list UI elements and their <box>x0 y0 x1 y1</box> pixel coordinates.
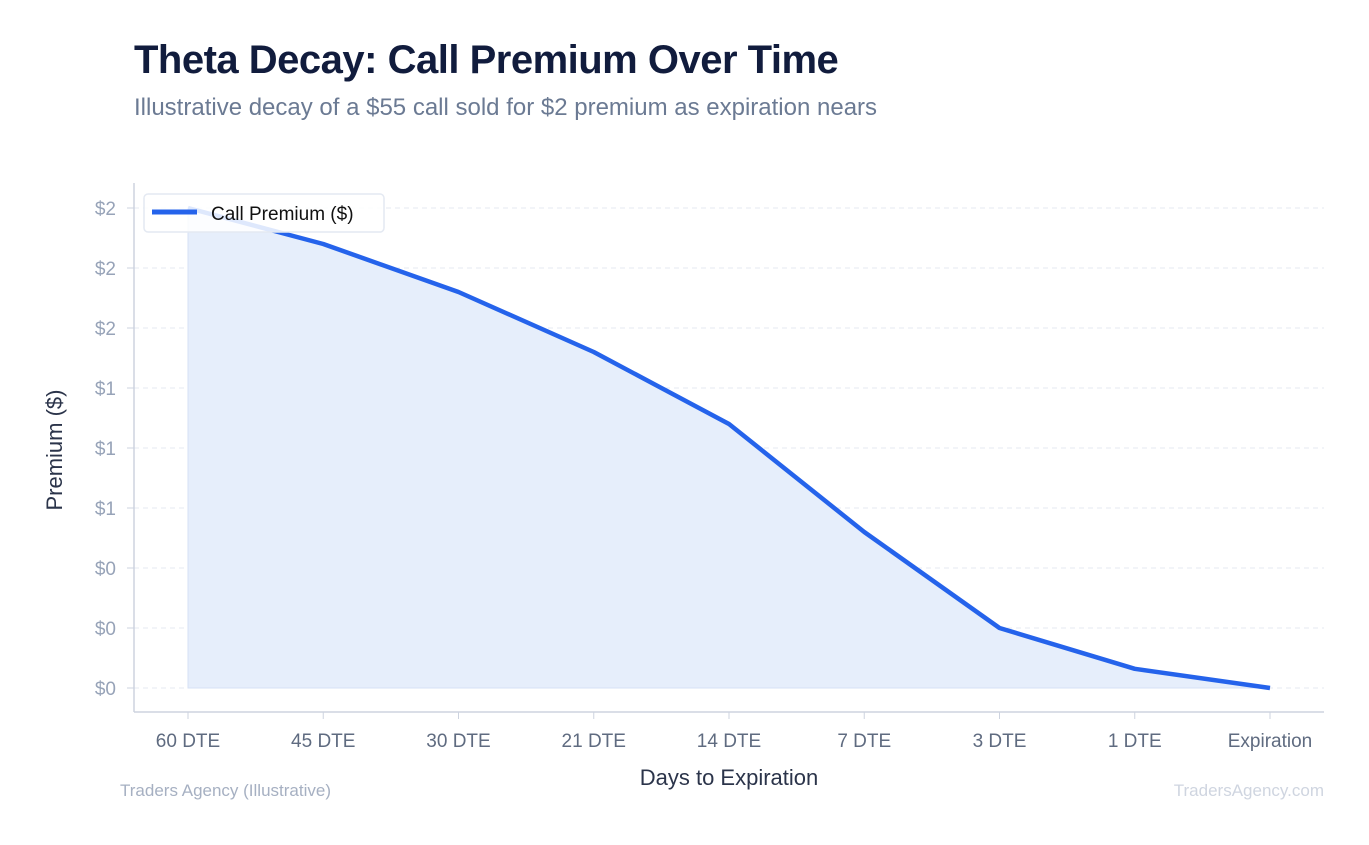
y-tick-label: $2 <box>95 199 116 220</box>
x-tick-label: 3 DTE <box>973 731 1027 752</box>
y-tick-label: $1 <box>95 439 116 460</box>
x-tick-label: 7 DTE <box>837 731 891 752</box>
y-tick-label: $1 <box>95 379 116 400</box>
footer-brand: TradersAgency.com <box>1174 781 1324 800</box>
x-tick-label: 1 DTE <box>1108 731 1162 752</box>
legend: Call Premium ($) <box>143 193 385 233</box>
x-tick-label: 14 DTE <box>697 731 761 752</box>
legend-label: Call Premium ($) <box>211 204 354 225</box>
legend-box <box>143 193 385 233</box>
footer-source: Traders Agency (Illustrative) <box>120 781 331 800</box>
x-tick-label: Expiration <box>1228 731 1313 752</box>
x-tick-label: 30 DTE <box>426 731 490 752</box>
x-tick-label: 45 DTE <box>291 731 355 752</box>
y-tick-label: $1 <box>95 499 116 520</box>
chart-subtitle: Illustrative decay of a $55 call sold fo… <box>134 94 878 121</box>
y-tick-label: $2 <box>95 319 116 340</box>
y-tick-label: $2 <box>95 259 116 280</box>
y-tick-label: $0 <box>95 679 116 700</box>
y-ticks: $0 $0 $0 $1 $1 $1 $2 $2 $2 <box>95 199 134 700</box>
y-tick-label: $0 <box>95 559 116 580</box>
x-axis-label: Days to Expiration <box>640 765 819 790</box>
y-axis-label: Premium ($) <box>42 389 67 510</box>
chart-title: Theta Decay: Call Premium Over Time <box>134 38 839 82</box>
x-ticks: 60 DTE 45 DTE 30 DTE 21 DTE 14 DTE 7 DTE 3 DTE… <box>156 712 1312 752</box>
x-tick-label: 60 DTE <box>156 731 220 752</box>
y-tick-label: $0 <box>95 619 116 640</box>
x-tick-label: 21 DTE <box>562 731 626 752</box>
